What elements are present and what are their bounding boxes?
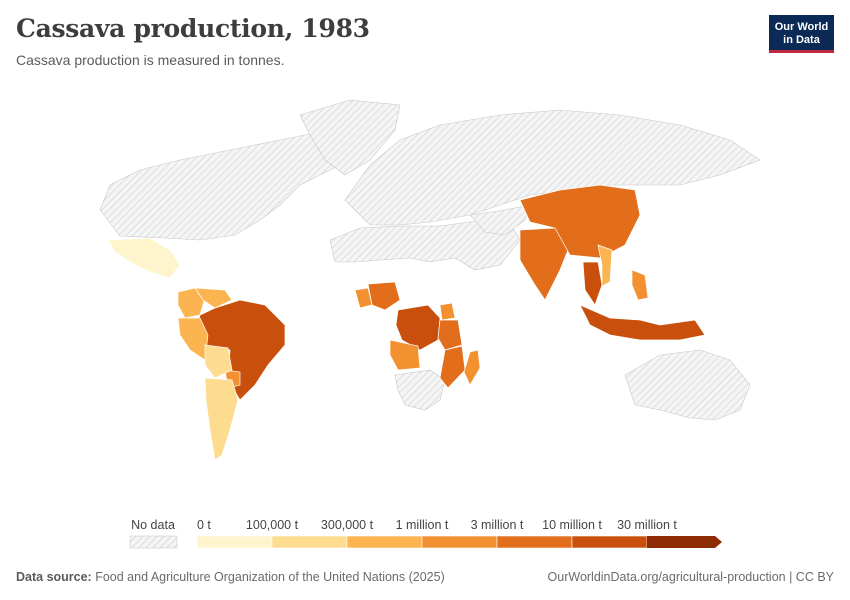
legend-bin-label-1: 100,000 t — [246, 518, 299, 532]
source-text[interactable]: Food and Agriculture Organization of the… — [95, 570, 445, 584]
chart-title: Cassava production, 1983 — [16, 14, 370, 43]
owid-logo[interactable]: Our World in Data — [769, 15, 834, 53]
legend-bin-swatch-3[interactable] — [421, 535, 498, 549]
logo-line-2: in Data — [783, 33, 820, 46]
chart-subtitle: Cassava production is measured in tonnes… — [16, 52, 285, 68]
region-tanzania[interactable] — [437, 319, 463, 351]
legend-bin-label-6: 30 million t — [617, 518, 677, 532]
legend-bin-label-2: 300,000 t — [321, 518, 374, 532]
region-angola[interactable] — [389, 339, 421, 371]
region-thailand[interactable] — [582, 261, 603, 306]
legend-bin-label-0: 0 t — [197, 518, 211, 532]
legend-bin-swatch-2[interactable] — [346, 535, 423, 549]
region-vietnam[interactable] — [597, 244, 613, 287]
region-philippines[interactable] — [631, 269, 649, 301]
legend-bin-swatch-4[interactable] — [496, 535, 573, 549]
legend-bin-swatch-5[interactable] — [571, 535, 648, 549]
legend-bin-swatch-0[interactable] — [196, 535, 273, 549]
legend-bin-label-4: 3 million t — [471, 518, 524, 532]
legend-no-data-label: No data — [131, 518, 175, 532]
legend-bin-label-5: 10 million t — [542, 518, 602, 532]
legend-bin-label-3: 1 million t — [396, 518, 449, 532]
footer-url[interactable]: OurWorldinData.org/agricultural-producti… — [547, 570, 834, 584]
region-venezuela[interactable] — [194, 287, 233, 309]
central-asia-no-data[interactable] — [469, 204, 531, 236]
region-bolivia[interactable] — [204, 344, 233, 379]
north-africa-middle-east-no-data[interactable] — [329, 214, 521, 271]
region-mexico[interactable] — [107, 237, 181, 279]
source-label: Data source: — [16, 570, 92, 584]
logo-line-1: Our World — [774, 21, 829, 33]
australia-no-data[interactable] — [624, 349, 751, 421]
legend-bin-swatch-6[interactable] — [647, 536, 722, 548]
greenland-no-data[interactable] — [299, 99, 401, 176]
region-nigeria[interactable] — [367, 281, 401, 311]
world-map — [99, 99, 761, 461]
region-argentina[interactable] — [204, 377, 239, 461]
region-ghana[interactable] — [354, 287, 373, 309]
region-indonesia[interactable] — [579, 304, 706, 341]
footer-source: Data source: Food and Agriculture Organi… — [16, 570, 445, 584]
eurasia-no-data[interactable] — [344, 109, 761, 226]
region-china[interactable] — [519, 184, 641, 259]
southern-africa-no-data[interactable] — [394, 369, 446, 411]
legend-no-data-swatch — [129, 535, 178, 549]
region-uganda[interactable] — [439, 302, 456, 321]
region-mozambique[interactable] — [439, 345, 466, 389]
legend-bin-swatch-1[interactable] — [271, 535, 348, 549]
region-zaire[interactable] — [395, 304, 441, 351]
region-madagascar[interactable] — [463, 349, 481, 386]
